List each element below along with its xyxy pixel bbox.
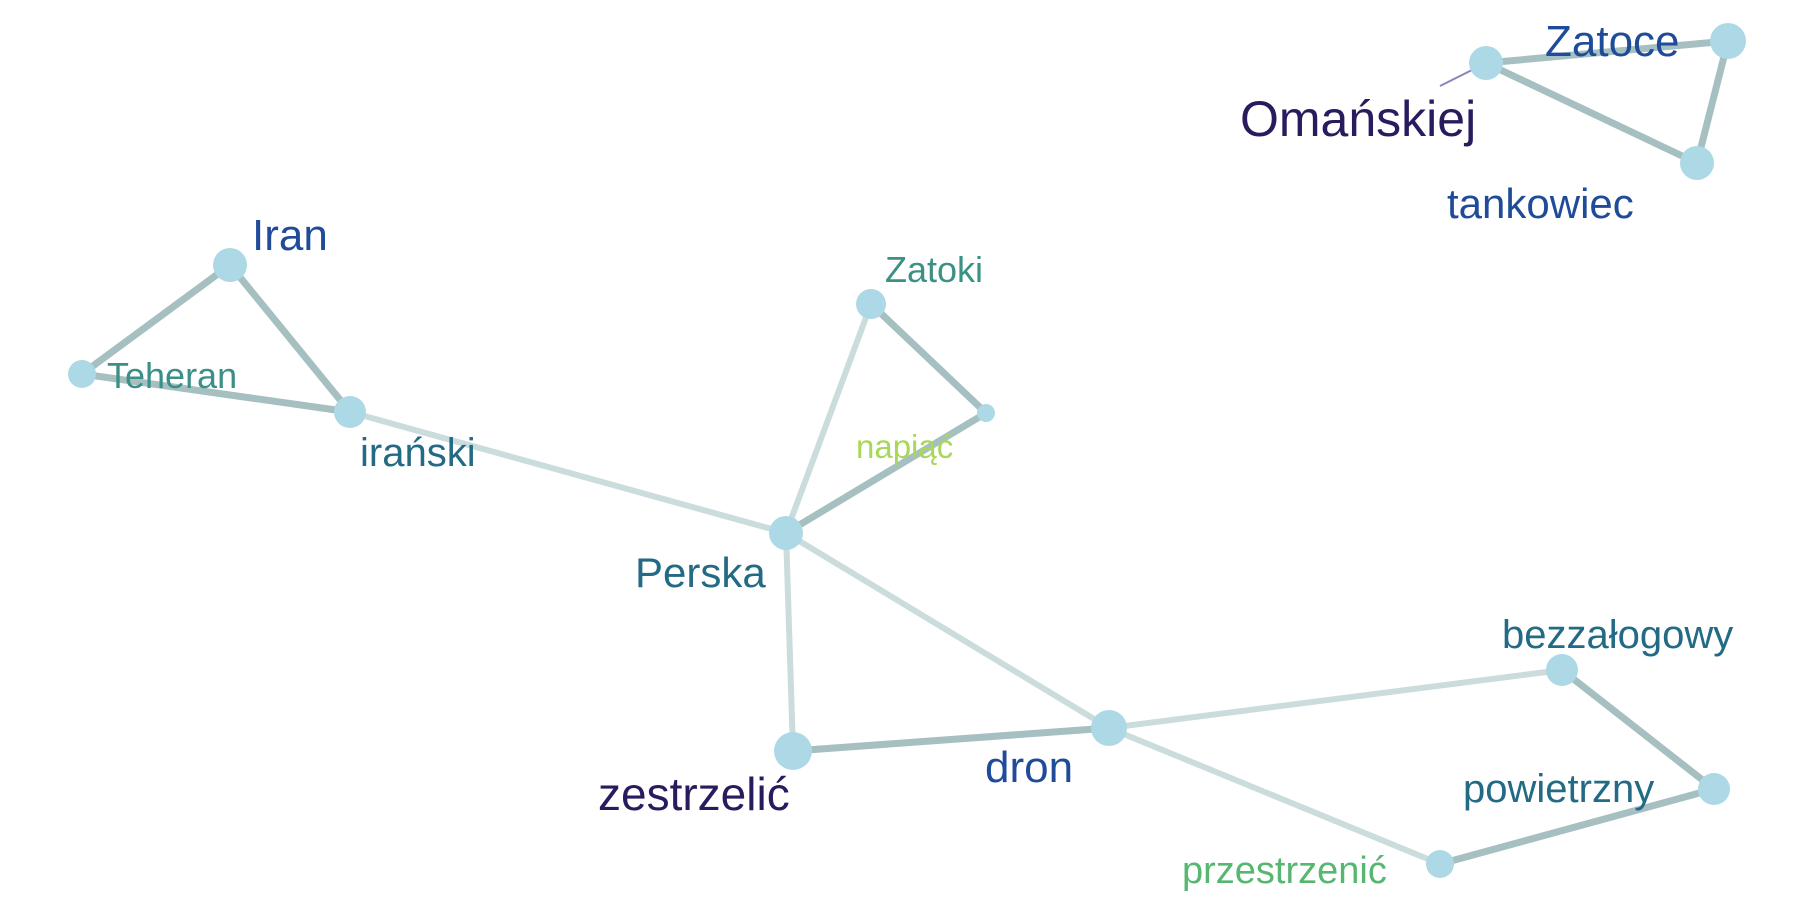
node-przestrzenic	[1426, 850, 1454, 878]
node-label-bezzalogowy: bezzałogowy	[1502, 613, 1733, 657]
node-omanskiej	[1469, 46, 1503, 80]
node-tankowiec	[1680, 146, 1714, 180]
node-label-zatoce: Zatoce	[1545, 17, 1680, 66]
edge-bezzalogowy-powietrzny	[1558, 666, 1718, 793]
node-label-przestrzenic: przestrzenić	[1182, 850, 1387, 892]
edge-zatoki-perska	[783, 301, 874, 536]
node-teheran	[68, 360, 96, 388]
edge-iran-iranski	[226, 261, 354, 416]
node-zatoce	[1710, 23, 1746, 59]
edge-teheran-iranski	[78, 370, 354, 416]
node-label-omanskiej: Omańskiej	[1240, 91, 1476, 147]
node-layer	[68, 23, 1746, 878]
edge-dron-przestrzenic	[1106, 725, 1443, 867]
edge-powietrzny-przestrzenic	[1436, 785, 1718, 868]
edge-iran-teheran	[78, 261, 234, 378]
node-zatoki	[856, 289, 886, 319]
node-powietrzny	[1698, 773, 1730, 805]
edge-zatoce-tankowiec	[1693, 37, 1732, 167]
edge-zatoki-napiac	[867, 300, 990, 417]
edge-napiac-perska	[782, 409, 990, 537]
node-iran	[213, 248, 247, 282]
edge-dron-bezzalogowy	[1106, 667, 1565, 731]
node-iranski	[334, 396, 366, 428]
node-bezzalogowy	[1546, 654, 1578, 686]
node-label-iranski: irański	[360, 431, 476, 475]
node-label-tankowiec: tankowiec	[1447, 180, 1634, 227]
node-label-teheran: Teheran	[107, 355, 237, 396]
node-zestrzelic	[774, 732, 812, 770]
node-label-zestrzelic: zestrzelić	[598, 768, 790, 820]
edge-omanskiej-tankowiec	[1482, 59, 1701, 167]
node-label-powietrzny: powietrzny	[1463, 767, 1654, 811]
node-label-napiac: napiąć	[856, 428, 953, 465]
node-dron	[1091, 710, 1127, 746]
node-label-perska: Perska	[635, 549, 766, 596]
edge-perska-dron	[783, 530, 1112, 731]
edge-perska-zestrzelic	[783, 530, 796, 754]
node-label-iran: Iran	[252, 211, 328, 260]
edge-iranski-perska	[347, 409, 789, 536]
edge-zatoce-omanskiej	[1482, 37, 1732, 67]
edge-zestrzelic-dron	[789, 724, 1113, 755]
label-layer: Iran Teheran irański Zatoki napiąć Perska zest…	[107, 17, 1733, 892]
node-label-dron: dron	[985, 743, 1073, 792]
node-label-zatoki: Zatoki	[885, 249, 983, 290]
node-napiac	[977, 404, 995, 422]
node-perska	[769, 516, 803, 550]
edge-layer	[78, 37, 1732, 868]
